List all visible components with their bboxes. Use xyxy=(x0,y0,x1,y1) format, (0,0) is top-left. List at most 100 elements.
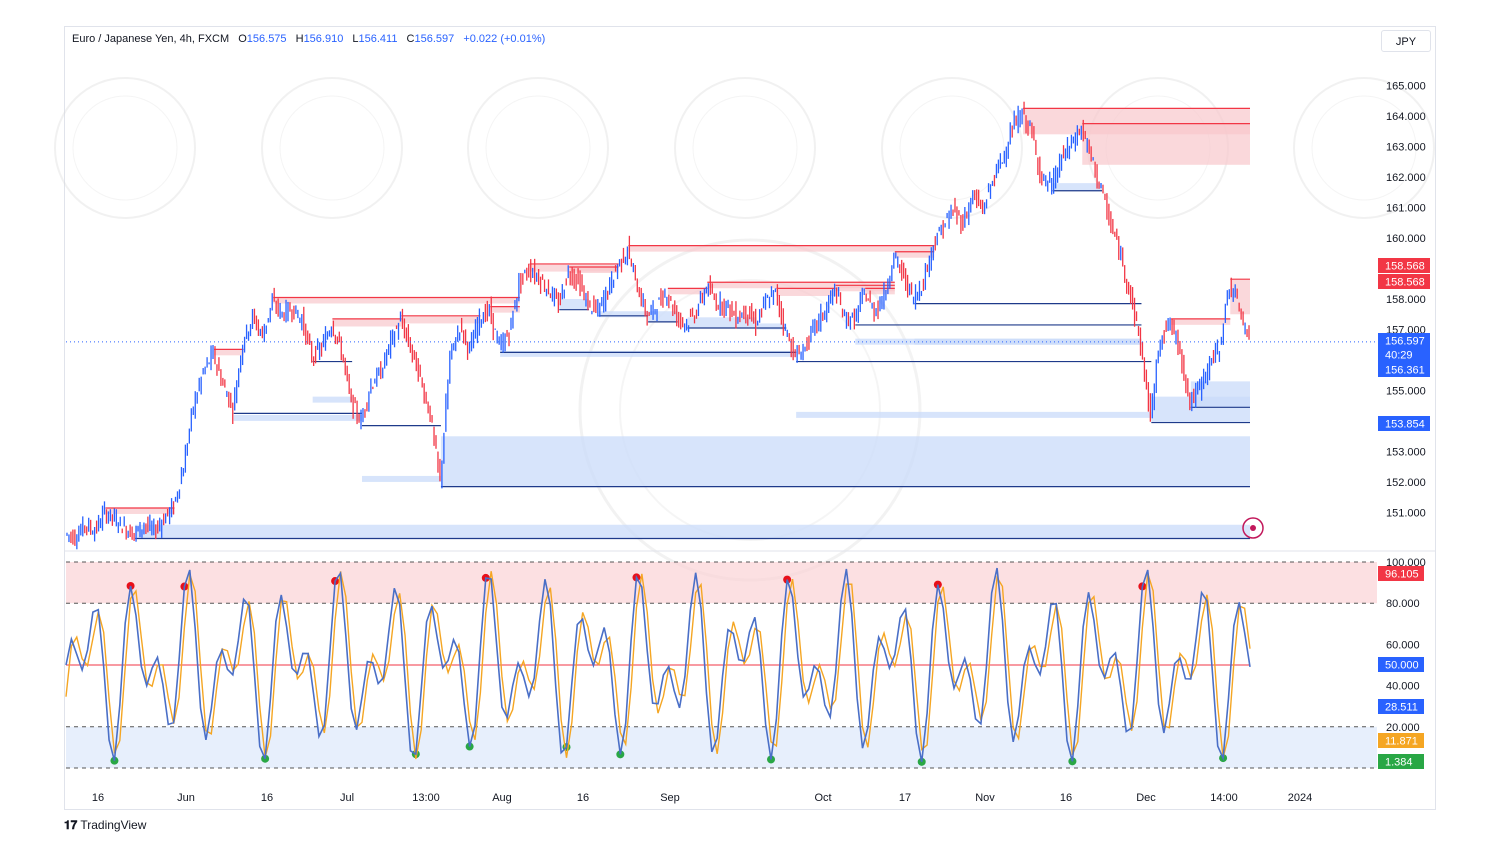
stochastic-k-line xyxy=(65,567,1251,762)
demand-zone xyxy=(648,311,678,322)
stochastic-badge-bg xyxy=(1378,699,1424,714)
demand-zone xyxy=(312,396,353,403)
demand-zone xyxy=(1052,183,1102,191)
close-value: 156.597 xyxy=(414,33,455,45)
time-axis-tick: Sep xyxy=(660,792,680,804)
stochastic-badge: 1.384 xyxy=(1378,754,1424,769)
currency-button[interactable]: JPY xyxy=(1381,30,1431,52)
price-axis-tick: 153.000 xyxy=(1386,447,1426,459)
watermark-ring xyxy=(467,77,609,219)
high-value: 156.910 xyxy=(303,33,344,45)
stochastic-badge-bg xyxy=(1378,566,1424,581)
stochastic-badge: 50.000 xyxy=(1378,657,1424,672)
price-badge-bg xyxy=(1378,333,1430,348)
demand-zone xyxy=(598,311,649,318)
alert-marker-dot xyxy=(1250,525,1256,531)
demand-zone xyxy=(135,524,1251,539)
symbol-title: Euro / Japanese Yen, 4h, FXCM xyxy=(72,33,230,45)
demand-zone xyxy=(756,323,787,330)
supply-zone xyxy=(835,285,895,292)
watermark-ring xyxy=(485,95,591,201)
demand-zone xyxy=(914,338,1142,345)
price-badge-bg xyxy=(1378,362,1430,377)
supply-zone xyxy=(401,315,481,324)
stochastic-pane xyxy=(65,561,1377,769)
watermark-ring xyxy=(619,279,881,541)
supply-zone xyxy=(105,507,175,514)
tradingview-brand[interactable]: 𝟏𝟕 TradingView xyxy=(64,818,146,833)
time-axis-tick: Jun xyxy=(177,792,195,804)
watermark-ring xyxy=(1293,77,1435,219)
stochastic-badge: 96.105 xyxy=(1378,566,1424,581)
time-axis-tick: 13:00 xyxy=(412,792,440,804)
watermark xyxy=(54,77,1435,582)
time-axis-tick: Nov xyxy=(975,792,995,804)
demand-zone xyxy=(440,436,1250,487)
supply-zone xyxy=(569,266,619,273)
supply-zone xyxy=(214,349,244,356)
price-axis-tick: 162.000 xyxy=(1386,172,1426,184)
price-axis-tick: 161.000 xyxy=(1386,203,1426,215)
watermark-ring xyxy=(881,77,1023,219)
price-badge: 40:29 xyxy=(1378,347,1430,362)
time-axis-tick: 2024 xyxy=(1288,792,1312,804)
supply-zone xyxy=(894,251,935,258)
tradingview-logo-icon: 𝟏𝟕 xyxy=(64,818,78,832)
demand-zone xyxy=(796,411,1152,418)
watermark-ring xyxy=(261,77,403,219)
time-axis-tick: 14:00 xyxy=(1210,792,1238,804)
supply-zone xyxy=(490,306,520,313)
price-axis-tick: 165.000 xyxy=(1386,81,1426,93)
brand-label: TradingView xyxy=(80,818,147,832)
stochastic-d-line xyxy=(65,571,1251,760)
stochastic-badge-bg xyxy=(1378,657,1424,672)
stochastic-badge-value: 50.000 xyxy=(1385,660,1419,672)
stochastic-badge-value: 28.511 xyxy=(1385,702,1418,714)
symbol-legend: Euro / Japanese Yen, 4h, FXCM O156.575 H… xyxy=(72,33,545,45)
stochastic-axis-tick: 80.000 xyxy=(1386,598,1420,610)
zones xyxy=(105,107,1251,540)
stochastic-badge-value: 96.105 xyxy=(1385,569,1419,581)
demand-zone xyxy=(559,299,589,310)
stochastic-badge-value: 1.384 xyxy=(1385,757,1413,769)
price-badge: 153.854 xyxy=(1378,416,1430,431)
stochastic-badge: 28.511 xyxy=(1378,699,1424,714)
price-badge: 156.361 xyxy=(1378,362,1430,377)
time-axis-tick: 16 xyxy=(577,792,589,804)
demand-zone xyxy=(362,475,441,482)
price-axis-tick: 163.000 xyxy=(1386,142,1426,154)
supply-zone xyxy=(776,288,836,296)
watermark-ring xyxy=(279,95,385,201)
demand-zone xyxy=(500,350,797,357)
time-axis-tick: 17 xyxy=(899,792,911,804)
watermark-ring xyxy=(72,95,178,201)
price-axis-tick: 152.000 xyxy=(1386,477,1426,489)
supply-zone xyxy=(1171,318,1231,325)
watermark-ring xyxy=(692,95,798,201)
price-badge: 158.568 xyxy=(1378,258,1430,273)
alert-marker-icon xyxy=(1242,517,1264,539)
watermark-ring xyxy=(899,95,1005,201)
price-axis-tick: 164.000 xyxy=(1386,111,1426,123)
price-badge: 156.597 xyxy=(1378,333,1430,348)
price-badge-bg xyxy=(1378,258,1430,273)
high-label: H xyxy=(295,33,304,45)
change-value: +0.022 (+0.01%) xyxy=(463,33,546,45)
supply-zone xyxy=(707,282,895,289)
price-badge: 158.568 xyxy=(1378,274,1430,289)
demand-zone xyxy=(687,317,757,329)
stochastic-badge-value: 11.871 xyxy=(1385,736,1418,748)
supply-zone xyxy=(667,288,708,295)
watermark-ring xyxy=(1311,95,1417,201)
price-series xyxy=(66,101,1250,550)
price-axis-tick: 158.000 xyxy=(1386,294,1426,306)
watermark-ring xyxy=(674,77,816,219)
time-axis-tick: 16 xyxy=(261,792,273,804)
supply-zone xyxy=(865,288,895,295)
chart-frame xyxy=(64,26,1436,810)
price-axis-tick: 160.000 xyxy=(1386,233,1426,245)
price-badge-value: 153.854 xyxy=(1385,419,1425,431)
watermark-ring xyxy=(54,77,196,219)
stochastic-badge-bg xyxy=(1378,733,1424,748)
